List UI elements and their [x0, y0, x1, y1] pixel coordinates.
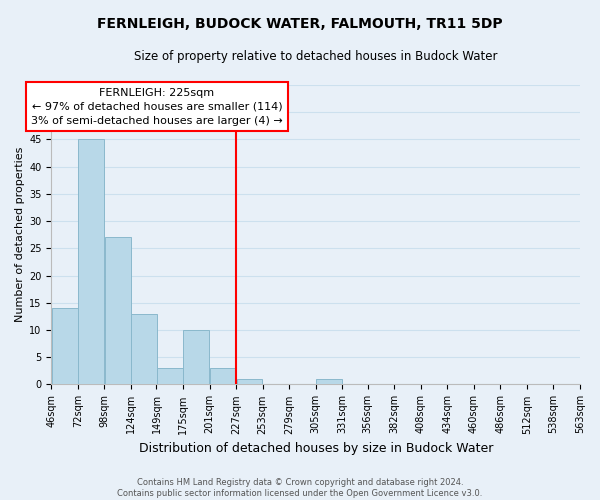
Bar [157, 368, 182, 384]
Bar [210, 368, 236, 384]
Bar [184, 330, 209, 384]
Text: Contains HM Land Registry data © Crown copyright and database right 2024.
Contai: Contains HM Land Registry data © Crown c… [118, 478, 482, 498]
Bar [52, 308, 77, 384]
Bar [131, 314, 157, 384]
Title: Size of property relative to detached houses in Budock Water: Size of property relative to detached ho… [134, 50, 497, 63]
Bar [316, 379, 342, 384]
Bar [105, 238, 131, 384]
Y-axis label: Number of detached properties: Number of detached properties [15, 147, 25, 322]
Text: FERNLEIGH: 225sqm
← 97% of detached houses are smaller (114)
3% of semi-detached: FERNLEIGH: 225sqm ← 97% of detached hous… [31, 88, 283, 126]
X-axis label: Distribution of detached houses by size in Budock Water: Distribution of detached houses by size … [139, 442, 493, 455]
Text: FERNLEIGH, BUDOCK WATER, FALMOUTH, TR11 5DP: FERNLEIGH, BUDOCK WATER, FALMOUTH, TR11 … [97, 18, 503, 32]
Bar [236, 379, 262, 384]
Bar [79, 140, 104, 384]
